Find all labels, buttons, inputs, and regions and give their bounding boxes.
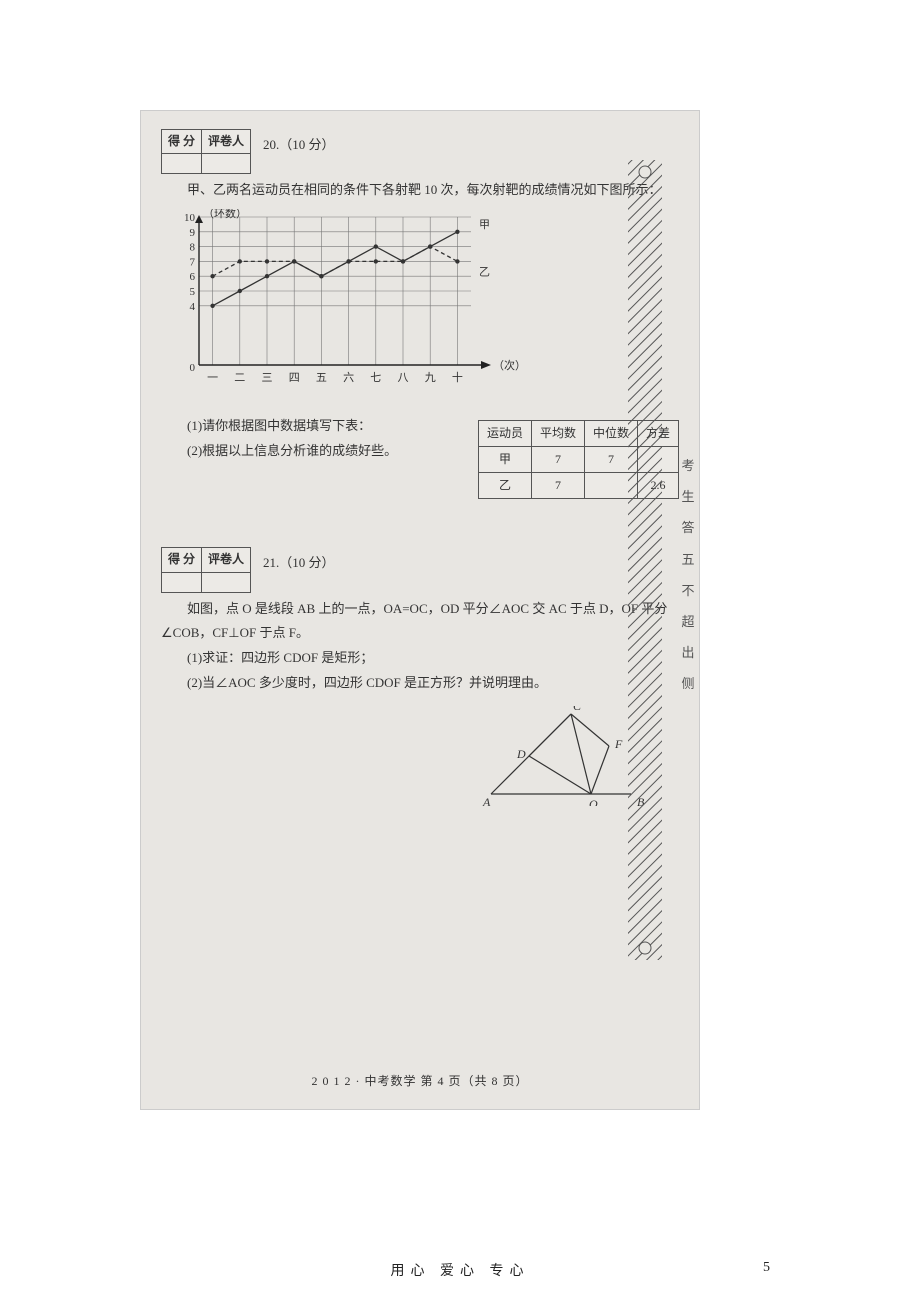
margin-char: 考 [678,450,698,481]
q21-diagram: AOBCDF [161,706,649,813]
table-cell: 7 [531,473,584,499]
svg-text:十: 十 [452,370,463,384]
q20-intro: 甲、乙两名运动员在相同的条件下各射靶 10 次，每次射靶的成绩情况如下图所示： [161,180,679,201]
svg-text:（环数）: （环数） [203,209,247,220]
binding-strip [620,160,670,960]
margin-char: 侧 [678,668,698,699]
svg-text:九: 九 [425,371,436,384]
q21-sub2: (2)当∠AOC 多少度时，四边形 CDOF 是正方形？并说明理由。 [161,673,679,694]
score-box-q20: 得 分 评卷人 [161,129,251,174]
svg-text:五: 五 [316,372,327,384]
score-col-label: 得 分 [162,130,202,154]
q20-number: 20.（10 分） [263,135,335,156]
margin-char: 生 [678,481,698,512]
table-header-cell: 运动员 [478,420,531,446]
exam-page-scan: 得 分 评卷人 20.（10 分） 甲、乙两名运动员在相同的条件下各射靶 10 … [140,110,700,1110]
margin-char: 出 [678,637,698,668]
svg-text:乙: 乙 [479,265,490,278]
svg-text:八: 八 [398,372,409,384]
q21-line2: ∠COB，CF⊥OF 于点 F。 [161,623,679,644]
svg-text:六: 六 [343,371,354,384]
svg-text:5: 5 [190,286,196,298]
margin-char: 超 [678,606,698,637]
q20-header: 得 分 评卷人 20.（10 分） [161,129,679,174]
grader-cell [202,154,251,174]
svg-text:A: A [482,795,491,806]
score-box-q21: 得 分 评卷人 [161,547,251,592]
q21-header: 得 分 评卷人 21.（10 分） [161,547,679,592]
svg-text:D: D [516,747,526,761]
inner-footer: 2 0 1 2 · 中考数学 第 4 页（共 8 页） [141,1072,699,1091]
margin-char: 答 [678,512,698,543]
svg-text:0: 0 [190,362,196,374]
margin-char: 五 [678,544,698,575]
svg-text:四: 四 [289,372,300,384]
table-header-cell: 平均数 [531,420,584,446]
q21-line1: 如图，点 O 是线段 AB 上的一点，OA=OC，OD 平分∠AOC 交 AC … [161,599,679,620]
score-cell [162,154,202,174]
grader-cell [202,572,251,592]
svg-text:三: 三 [262,372,273,384]
table-cell: 甲 [478,446,531,472]
svg-text:4: 4 [190,301,196,313]
q21-sub1: (1)求证：四边形 CDOF 是矩形； [161,648,679,669]
grader-col-label: 评卷人 [202,130,251,154]
score-col-label: 得 分 [162,548,202,572]
table-cell: 乙 [478,473,531,499]
svg-text:甲: 甲 [479,219,490,231]
page-number: 5 [763,1260,770,1276]
svg-text:8: 8 [190,242,196,254]
line-chart-svg: 4 5 6 7 8 9 10 一 二 三 四 五 六 七 八 九 十 0 （环数） （次） 甲乙 [171,209,531,399]
margin-char: 不 [678,575,698,606]
svg-text:C: C [573,706,582,713]
outer-footer: 用心 爱心 专心 [0,1260,920,1280]
score-cell [162,572,202,592]
svg-text:（次）: （次） [493,358,526,372]
q21-number: 21.（10 分） [263,553,335,574]
q20-chart: 4 5 6 7 8 9 10 一 二 三 四 五 六 七 八 九 十 0 （环数） （次） 甲乙 [171,209,679,406]
svg-text:O: O [589,797,598,806]
svg-text:七: 七 [370,371,381,384]
svg-text:9: 9 [190,227,196,239]
svg-text:6: 6 [190,271,196,283]
svg-text:7: 7 [190,256,196,268]
margin-vertical-text: 考生答五不超出侧 [678,450,698,700]
svg-text:二: 二 [234,372,245,384]
svg-text:一: 一 [207,372,218,384]
table-cell: 7 [531,446,584,472]
grader-col-label: 评卷人 [202,548,251,572]
svg-text:10: 10 [184,212,196,224]
